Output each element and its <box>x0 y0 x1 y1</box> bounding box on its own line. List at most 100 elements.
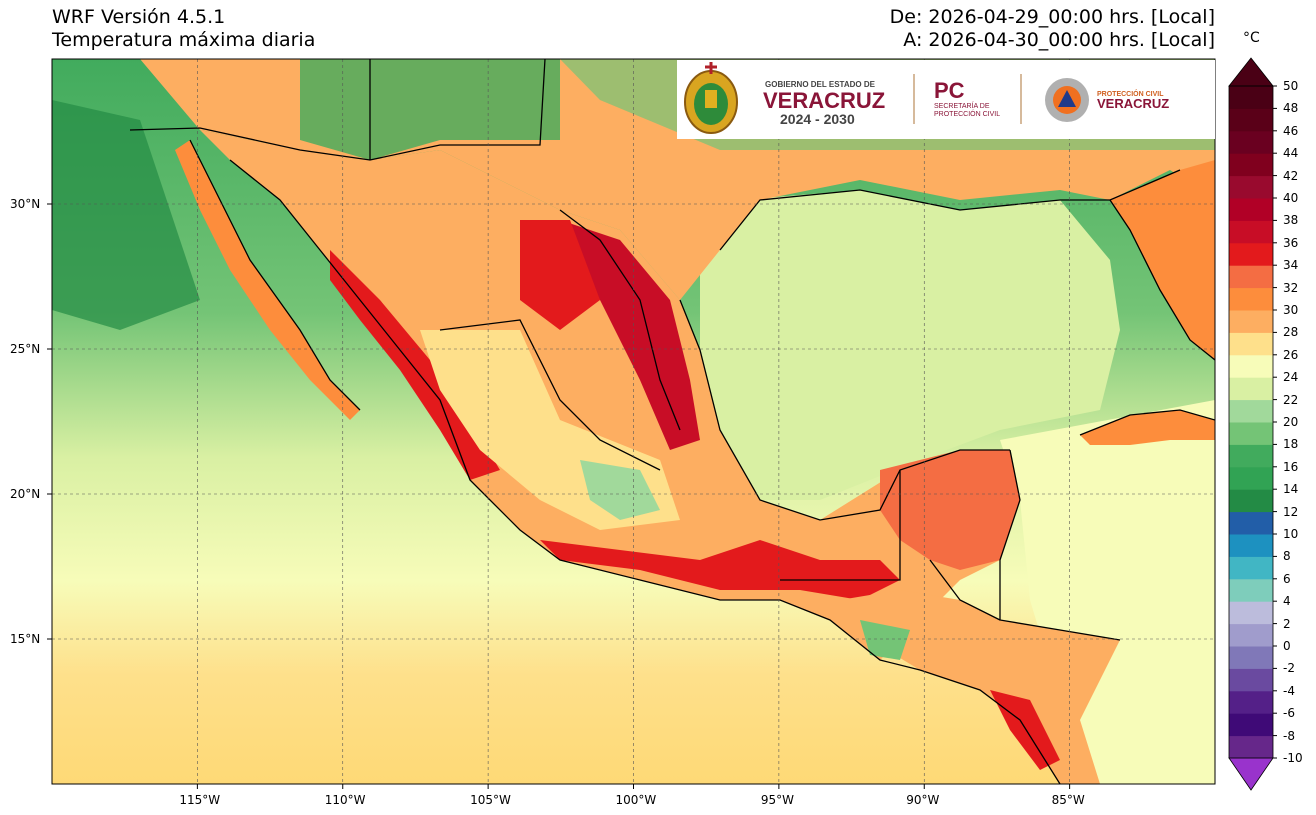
florida-coast <box>1109 199 1215 361</box>
lat-tick-label: 20°N <box>10 487 41 501</box>
colorbar-tick-label: 38 <box>1283 213 1299 228</box>
caribbean-coast <box>999 449 1121 641</box>
colorbar-extend-low <box>1228 757 1274 791</box>
state-borders-ne <box>559 209 681 431</box>
colorbar-tick-label: 26 <box>1283 347 1299 362</box>
colorbar-segment <box>1229 713 1273 737</box>
highlands-north <box>300 59 560 160</box>
colorbar-segment <box>1229 735 1273 759</box>
lat-tick-label: 25°N <box>10 342 41 356</box>
gulf-of-mexico <box>700 190 1120 500</box>
colorbar-segment <box>1229 466 1273 490</box>
cool-ocean-area <box>52 100 200 330</box>
colorbar-tick-label: -4 <box>1283 683 1295 698</box>
colorbar-segment <box>1229 489 1273 513</box>
lon-tick-label: 95°W <box>760 793 795 807</box>
veracruz-seal-icon <box>684 62 738 134</box>
pcv-line1-text: PROTECCIÓN CIVIL <box>1097 89 1164 98</box>
lon-tick-label: 105°W <box>470 793 511 807</box>
colorbar-segment <box>1229 556 1273 580</box>
colorbar-tick-label: 20 <box>1283 415 1299 429</box>
colorbar-segment <box>1229 332 1273 356</box>
hot-central-north <box>520 220 600 330</box>
colorbar-segment <box>1229 354 1273 378</box>
colorbar-tick-label: 50 <box>1283 79 1299 93</box>
colorbar-tick-label: -2 <box>1283 661 1295 676</box>
baja-california <box>175 140 360 420</box>
valid-from: De: 2026-04-29_00:00 hrs. [Local] <box>889 6 1215 28</box>
colorbar-tick-label: 42 <box>1283 168 1299 183</box>
colorbar-segment <box>1229 623 1273 647</box>
colorbar-segment <box>1229 220 1273 244</box>
gov-state-text: VERACRUZ <box>763 88 885 113</box>
colorbar-tick-label: 40 <box>1283 191 1299 205</box>
central-america <box>840 590 1120 784</box>
colorbar-segment <box>1229 175 1273 199</box>
colorbar-tick-label: 4 <box>1283 594 1291 609</box>
guatemala-highlands <box>860 620 910 660</box>
colorbar-tick-label: 22 <box>1283 392 1299 407</box>
pcv-line2-text: VERACRUZ <box>1097 96 1169 111</box>
colorbar-segment <box>1229 198 1273 221</box>
colorbar-segment <box>1229 399 1273 423</box>
colorbar-segment <box>1229 422 1273 445</box>
cuba <box>1080 410 1215 445</box>
colorbar-extend-high <box>1228 57 1274 87</box>
colorbar-tick-label: 12 <box>1283 504 1299 519</box>
mexico-mainland <box>200 130 1020 660</box>
belize-border <box>929 559 1001 621</box>
caribbean-sea <box>1000 400 1215 784</box>
state-borders-central <box>439 319 661 471</box>
colorbar-segment <box>1229 310 1273 333</box>
colorbar-tick-label: 14 <box>1283 482 1299 497</box>
colorbar-tick-label: 6 <box>1283 571 1291 586</box>
colorbar-segment <box>1229 511 1273 535</box>
colorbar-segment <box>1229 153 1273 177</box>
gridlines <box>47 59 1215 789</box>
colorbar-tick-label: 10 <box>1283 527 1299 541</box>
map-frame <box>51 58 1216 785</box>
colorbar-tick-label: -8 <box>1283 728 1295 743</box>
pc-line2-text: PROTECCIÓN CIVIL <box>934 109 1000 118</box>
valid-to: A: 2026-04-30_00:00 hrs. [Local] <box>903 29 1215 51</box>
colorbar-segment <box>1229 287 1273 311</box>
colorbar-tick-label: 16 <box>1283 459 1299 474</box>
colorbar-tick-label: 36 <box>1283 235 1299 250</box>
cool-valley <box>580 460 660 520</box>
colorbar-tick-label: 8 <box>1283 549 1291 564</box>
lon-tick-label: 90°W <box>906 793 940 807</box>
lon-tick-label: 100°W <box>615 793 657 807</box>
gulf-coast <box>679 299 1010 521</box>
florida <box>1110 160 1215 360</box>
colorbar-tick-label: -6 <box>1283 706 1295 721</box>
colorbar-segment <box>1229 690 1273 714</box>
proteccion-civil-icon <box>1045 78 1089 122</box>
lon-tick-label: 110°W <box>324 793 366 807</box>
colorbar-tick-label: 32 <box>1283 280 1299 295</box>
colorbar <box>1228 57 1277 791</box>
colorbar-tick-label: 18 <box>1283 437 1299 452</box>
lat-tick-label: 15°N <box>10 632 41 646</box>
model-version: WRF Versión 4.5.1 <box>52 6 226 28</box>
colorbar-tick-label: 30 <box>1283 303 1299 317</box>
colorbar-tick-label: 48 <box>1283 101 1299 116</box>
colorbar-tick-label: 24 <box>1283 370 1299 385</box>
colorbar-segment <box>1229 377 1273 401</box>
pc-short-text: PC <box>934 78 965 103</box>
colorbar-segment <box>1229 265 1273 289</box>
colorbar-tick-label: 2 <box>1283 616 1291 631</box>
title-right: De: 2026-04-29_00:00 hrs. [Local] A: 202… <box>890 6 1215 52</box>
colorbar-segment <box>1229 108 1273 132</box>
colorbar-segment <box>1229 646 1273 669</box>
colorbar-tick-label: 46 <box>1283 123 1299 138</box>
borders <box>129 59 1215 784</box>
colorbar-segment <box>1229 242 1273 266</box>
colorbar-tick-label: 34 <box>1283 258 1299 273</box>
yucatan <box>880 450 1020 570</box>
title-left: WRF Versión 4.5.1 Temperatura máxima dia… <box>52 6 315 52</box>
colorbar-tick-label: -10 <box>1283 751 1303 765</box>
colorbar-unit: °C <box>1243 30 1260 46</box>
colorbar-segment <box>1229 534 1273 557</box>
colorbar-segment <box>1229 578 1273 602</box>
colorbar-segment <box>1229 601 1273 625</box>
